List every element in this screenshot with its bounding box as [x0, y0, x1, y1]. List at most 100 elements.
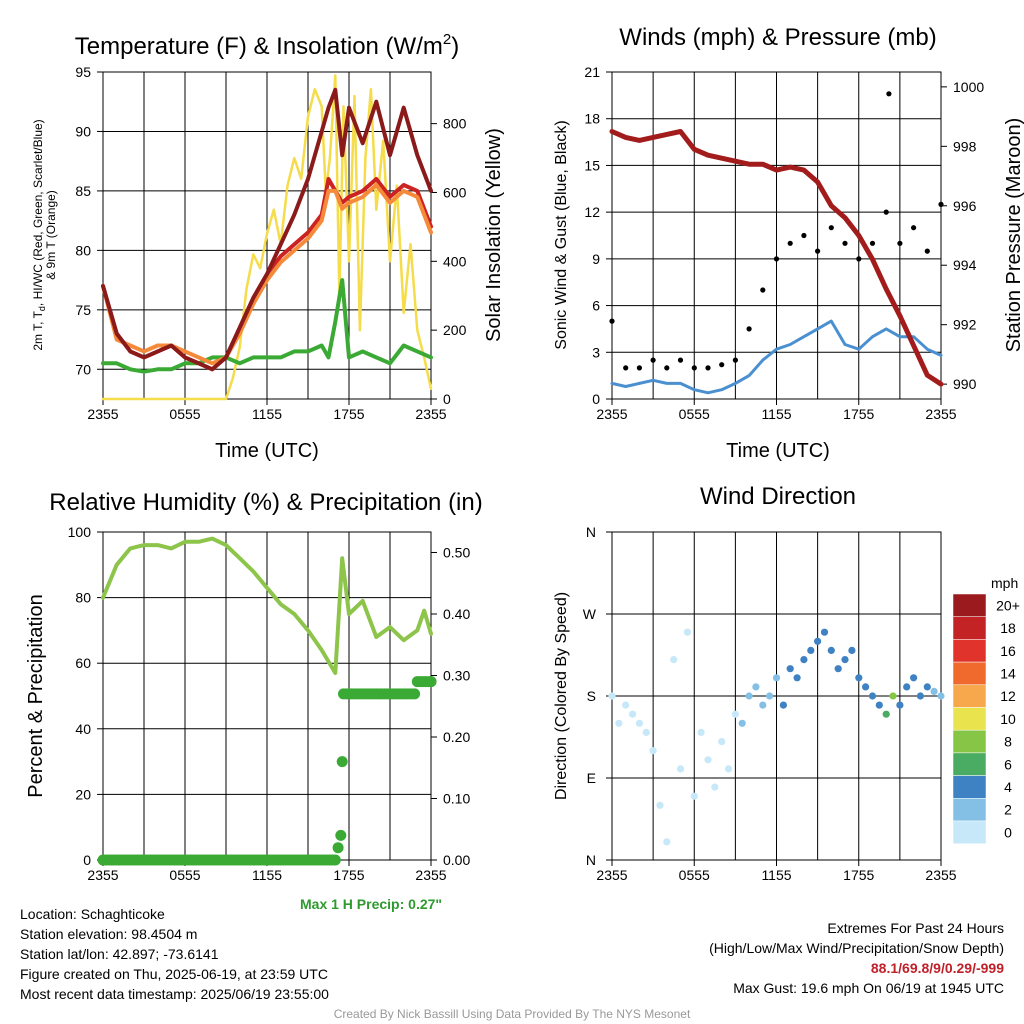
direction-point [814, 637, 822, 645]
direction-point [752, 683, 760, 691]
y2-tick-label: 990 [953, 376, 977, 392]
legend-swatch [952, 616, 987, 640]
y-axis-label-sub: d [37, 306, 47, 311]
station-info: Location: Schaghticoke Station elevation… [20, 904, 329, 1004]
legend-label: 0 [1004, 824, 1012, 840]
y2-tick-label: 0.50 [443, 544, 470, 560]
y-tick-label: 3 [592, 344, 600, 360]
precip-point [409, 688, 421, 700]
legend-swatch [952, 820, 987, 844]
direction-point [670, 656, 678, 664]
x-tick-label: 2355 [415, 867, 446, 883]
chart-title-close: ) [451, 33, 459, 60]
legend-label: 20+ [996, 597, 1020, 613]
series-line-yellow [101, 74, 433, 401]
legend-title: mph [991, 575, 1018, 591]
legend-label: 2 [1004, 802, 1012, 818]
legend-label: 6 [1004, 756, 1012, 772]
y2-tick-label: 200 [443, 322, 467, 338]
x-tick-label: 2355 [87, 867, 118, 883]
humidity-precip-panel: 2355 0555 1155 1755 23550204060801000.000.10… [25, 489, 483, 883]
legend-label: 18 [1000, 620, 1016, 636]
gust-point [897, 240, 903, 246]
direction-point [772, 674, 781, 682]
y2-tick-label: 1000 [953, 79, 984, 95]
direction-point [676, 765, 685, 773]
chart-title: Winds (mph) & Pressure (mb) [619, 24, 936, 51]
precip-point [329, 854, 341, 866]
latlon-text: Station lat/lon: 42.897; -73.6141 [20, 946, 219, 962]
gust-point [883, 209, 889, 215]
gust-point [911, 225, 917, 231]
x-tick-label: 0555 [169, 406, 200, 422]
direction-point [937, 692, 945, 700]
direction-point [683, 628, 692, 636]
y2-tick-label: 0 [443, 391, 451, 407]
y-tick-label: 21 [584, 64, 600, 80]
series-line-maroon [609, 129, 944, 387]
y-axis-label: Direction (Colored By Speed) [553, 592, 570, 800]
y2-tick-label: 0.00 [443, 852, 470, 868]
direction-point [635, 719, 644, 727]
direction-point [834, 665, 842, 673]
extremes-info: Extremes For Past 24 Hours (High/Low/Max… [709, 918, 1004, 998]
gust-point [760, 287, 766, 293]
y-tick-label: 0 [592, 391, 600, 407]
legend-swatch [952, 661, 987, 686]
max-gust-text: Max Gust: 19.6 mph On 06/19 at 1945 UTC [733, 980, 1004, 996]
chart-title: Temperature (F) & Insolation (W/m2) [75, 31, 459, 60]
y-axis-label: Percent & Precipitation [25, 594, 47, 797]
direction-point [875, 701, 883, 709]
legend-label: 14 [1000, 665, 1016, 681]
direction-point [704, 756, 712, 764]
gust-point [677, 357, 684, 363]
y-tick-label: 60 [75, 655, 91, 671]
series-line-green [101, 278, 433, 374]
y-tick-label: 80 [75, 242, 91, 258]
legend-label: 8 [1004, 734, 1012, 750]
legend-swatch [952, 798, 987, 822]
direction-point [718, 738, 726, 746]
direction-point [724, 765, 733, 773]
gust-point [691, 365, 697, 371]
gust-point [924, 248, 930, 254]
max-precip-label: Max 1 H Precip: 0.27" [300, 896, 443, 912]
x-tick-label: 1155 [761, 406, 791, 422]
y-tick-label: S [587, 688, 596, 704]
direction-point [923, 683, 931, 691]
y-tick-label: 6 [592, 298, 600, 314]
temperature-panel: 2355 0555 1155 1755 2355 70 75 80 85 90 95 0 200 400 6… [31, 31, 505, 462]
direction-point [731, 710, 740, 718]
series-line-humidity [101, 536, 433, 675]
direction-point [642, 728, 650, 737]
extremes-title: Extremes For Past 24 Hours [827, 920, 1004, 936]
y-tick-label: N [586, 524, 596, 540]
y-tick-label: 80 [75, 590, 91, 606]
y2-tick-label: 0.20 [443, 729, 470, 745]
gust-point [623, 365, 629, 371]
precip-point [335, 829, 347, 841]
direction-point [800, 656, 808, 664]
y-tick-label: 18 [584, 111, 600, 127]
direction-point [766, 692, 774, 700]
gust-point [650, 357, 656, 363]
direction-point [930, 687, 938, 696]
direction-point [690, 792, 698, 800]
x-tick-label: 1755 [843, 867, 874, 883]
gust-point [801, 232, 807, 239]
x-tick-label: 1755 [843, 406, 874, 422]
y-tick-label: 20 [75, 786, 91, 802]
x-tick-label: 0555 [679, 867, 710, 883]
legend-swatch [952, 707, 987, 731]
created-text: Figure created on Thu, 2025-06-19, at 23… [20, 966, 328, 982]
chart-title: Wind Direction [700, 483, 856, 510]
y2-tick-label: 994 [953, 257, 977, 273]
x-tick-label: 2355 [925, 867, 956, 883]
y2-axis-label: Station Pressure (Maroon) [1003, 118, 1024, 353]
series-line-blue [610, 319, 943, 395]
y2-tick-label: 998 [953, 138, 977, 154]
gust-point [842, 240, 848, 246]
chart-title-sup: 2 [443, 31, 451, 48]
y2-tick-label: 996 [953, 198, 977, 214]
gust-point [609, 318, 615, 324]
